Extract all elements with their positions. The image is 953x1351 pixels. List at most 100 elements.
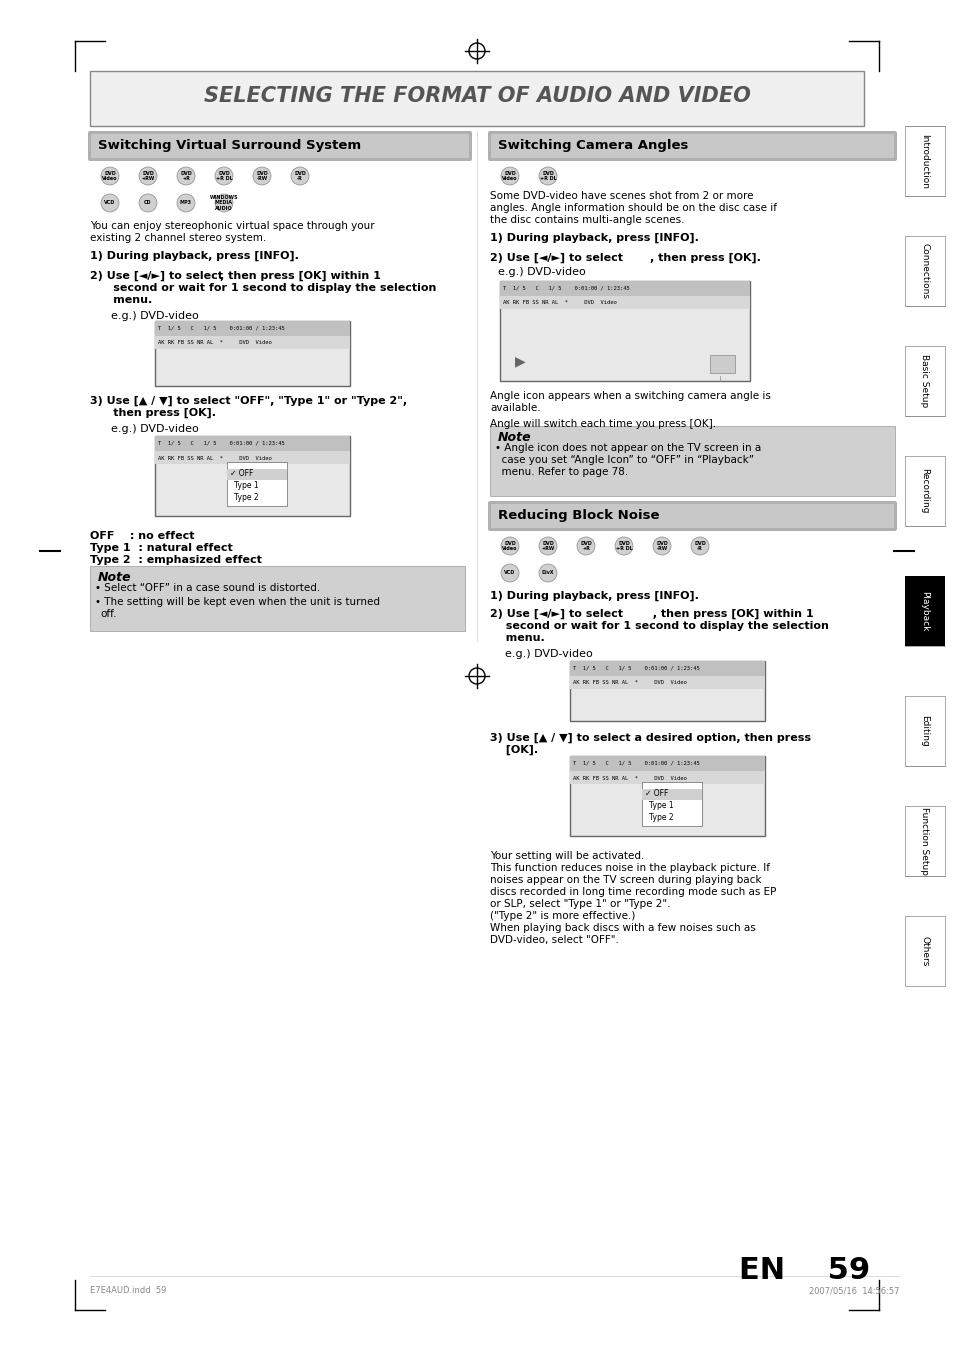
FancyBboxPatch shape	[904, 126, 944, 196]
Circle shape	[214, 168, 233, 185]
Text: • Select “OFF” in a case sound is distorted.: • Select “OFF” in a case sound is distor…	[95, 584, 320, 593]
Circle shape	[253, 168, 271, 185]
Text: Playback: Playback	[920, 590, 928, 631]
Bar	[227, 462, 287, 507]
Text: Note: Note	[98, 571, 132, 584]
FancyBboxPatch shape	[490, 426, 894, 496]
Text: Note: Note	[497, 431, 531, 444]
Text: e.g.) DVD-video: e.g.) DVD-video	[90, 311, 198, 322]
Text: Your setting will be activated.: Your setting will be activated.	[490, 851, 643, 861]
Text: MP3: MP3	[180, 200, 192, 205]
Text: • The setting will be kept even when the unit is turned: • The setting will be kept even when the…	[95, 597, 379, 607]
Text: Type 2  : emphasized effect: Type 2 : emphasized effect	[90, 555, 262, 565]
Circle shape	[615, 536, 633, 555]
Text: 3) Use [▲ / ▼] to select a desired option, then press: 3) Use [▲ / ▼] to select a desired optio…	[490, 734, 810, 743]
Text: available.: available.	[490, 403, 540, 413]
Text: SELECTING THE FORMAT OF AUDIO AND VIDEO: SELECTING THE FORMAT OF AUDIO AND VIDEO	[203, 86, 750, 105]
Text: Type 1  : natural effect: Type 1 : natural effect	[90, 543, 233, 553]
Text: T  1/ 5   C   1/ 5    0:01:00 / 1:23:45: T 1/ 5 C 1/ 5 0:01:00 / 1:23:45	[158, 440, 284, 446]
Bar	[154, 436, 350, 451]
Text: off.: off.	[100, 609, 116, 619]
FancyBboxPatch shape	[904, 807, 944, 875]
Text: ▶: ▶	[515, 354, 525, 367]
Text: discs recorded in long time recording mode such as EP: discs recorded in long time recording mo…	[490, 888, 776, 897]
Text: AK RK FB SS NR AL  *     DVD  Video: AK RK FB SS NR AL * DVD Video	[502, 300, 616, 305]
Text: DVD
+R DL: DVD +R DL	[615, 540, 632, 551]
Text: DVD
Video: DVD Video	[501, 170, 517, 181]
FancyBboxPatch shape	[488, 501, 896, 531]
Text: Editing: Editing	[920, 715, 928, 747]
FancyBboxPatch shape	[904, 236, 944, 305]
Text: DVD
+R DL: DVD +R DL	[215, 170, 233, 181]
Text: or SLP, select "Type 1" or "Type 2".: or SLP, select "Type 1" or "Type 2".	[490, 898, 670, 909]
Bar	[227, 469, 287, 480]
Bar	[569, 676, 764, 689]
Text: , then press [OK] within 1: , then press [OK] within 1	[220, 272, 380, 281]
Text: Angle will switch each time you press [OK].: Angle will switch each time you press [O…	[490, 419, 716, 430]
Circle shape	[690, 536, 708, 555]
FancyBboxPatch shape	[488, 131, 896, 161]
Bar	[154, 436, 350, 516]
FancyBboxPatch shape	[91, 134, 469, 158]
Text: VCD: VCD	[504, 570, 515, 576]
Circle shape	[177, 195, 194, 212]
FancyBboxPatch shape	[904, 576, 944, 646]
Text: 1) During playback, press [INFO].: 1) During playback, press [INFO].	[90, 251, 298, 261]
Text: VCD: VCD	[104, 200, 115, 205]
Text: then press [OK].: then press [OK].	[90, 408, 215, 419]
FancyBboxPatch shape	[491, 504, 893, 528]
Bar	[154, 336, 350, 349]
Text: DVD
Video: DVD Video	[102, 170, 117, 181]
Text: DVD
+RW: DVD +RW	[540, 540, 554, 551]
Text: You can enjoy stereophonic virtual space through your: You can enjoy stereophonic virtual space…	[90, 222, 375, 231]
Circle shape	[101, 195, 119, 212]
Text: AK RK FB SS NR AL  *     DVD  Video: AK RK FB SS NR AL * DVD Video	[573, 775, 686, 781]
Text: Recording: Recording	[920, 469, 928, 513]
Text: Type 1: Type 1	[233, 481, 258, 490]
Circle shape	[538, 168, 557, 185]
Text: 1) During playback, press [INFO].: 1) During playback, press [INFO].	[490, 232, 699, 243]
Circle shape	[214, 195, 233, 212]
Text: , then press [OK] within 1: , then press [OK] within 1	[644, 609, 813, 619]
Text: Introduction: Introduction	[920, 134, 928, 189]
Text: Basic Setup: Basic Setup	[920, 354, 928, 408]
Bar	[641, 782, 701, 825]
Bar	[709, 355, 734, 373]
Text: second or wait for 1 second to display the selection: second or wait for 1 second to display t…	[90, 282, 436, 293]
Circle shape	[500, 168, 518, 185]
Text: Connections: Connections	[920, 243, 928, 299]
Text: 2) Use [◄/►] to select: 2) Use [◄/►] to select	[490, 253, 622, 263]
Text: ("Type 2" is more effective.): ("Type 2" is more effective.)	[490, 911, 635, 921]
Text: EN    59: EN 59	[738, 1256, 869, 1285]
Text: AK RK FB SS NR AL  *     DVD  Video: AK RK FB SS NR AL * DVD Video	[573, 681, 686, 685]
Text: case you set “Angle Icon” to “OFF” in “Playback”: case you set “Angle Icon” to “OFF” in “P…	[495, 455, 753, 465]
Text: 2) Use [◄/►] to select: 2) Use [◄/►] to select	[90, 272, 223, 281]
Circle shape	[291, 168, 309, 185]
Text: When playing back discs with a few noises such as: When playing back discs with a few noise…	[490, 923, 755, 934]
Text: angles. Angle information should be on the disc case if: angles. Angle information should be on t…	[490, 203, 776, 213]
Text: Function Setup: Function Setup	[920, 807, 928, 875]
Circle shape	[538, 563, 557, 582]
FancyBboxPatch shape	[904, 696, 944, 766]
Circle shape	[101, 168, 119, 185]
FancyBboxPatch shape	[491, 134, 893, 158]
Text: This function reduces noise in the playback picture. If: This function reduces noise in the playb…	[490, 863, 769, 873]
Text: menu. Refer to page 78.: menu. Refer to page 78.	[495, 467, 628, 477]
Bar	[499, 281, 749, 296]
Text: ✓ OFF: ✓ OFF	[230, 470, 253, 478]
Text: noises appear on the TV screen during playing back: noises appear on the TV screen during pl…	[490, 875, 760, 885]
Text: existing 2 channel stereo system.: existing 2 channel stereo system.	[90, 232, 266, 243]
FancyBboxPatch shape	[904, 457, 944, 526]
Circle shape	[500, 536, 518, 555]
Text: T  1/ 5   C   1/ 5    0:01:00 / 1:23:45: T 1/ 5 C 1/ 5 0:01:00 / 1:23:45	[573, 761, 699, 766]
Text: Switching Camera Angles: Switching Camera Angles	[497, 139, 688, 153]
Text: second or wait for 1 second to display the selection: second or wait for 1 second to display t…	[497, 621, 828, 631]
Bar	[569, 757, 764, 836]
Text: Angle icon appears when a switching camera angle is: Angle icon appears when a switching came…	[490, 390, 770, 401]
Text: the disc contains multi-angle scenes.: the disc contains multi-angle scenes.	[490, 215, 684, 226]
Text: e.g.) DVD-video: e.g.) DVD-video	[497, 648, 592, 659]
FancyBboxPatch shape	[90, 72, 863, 126]
Text: Type 1: Type 1	[648, 801, 673, 811]
Text: Switching Virtual Surround System: Switching Virtual Surround System	[98, 139, 361, 153]
FancyBboxPatch shape	[904, 916, 944, 986]
